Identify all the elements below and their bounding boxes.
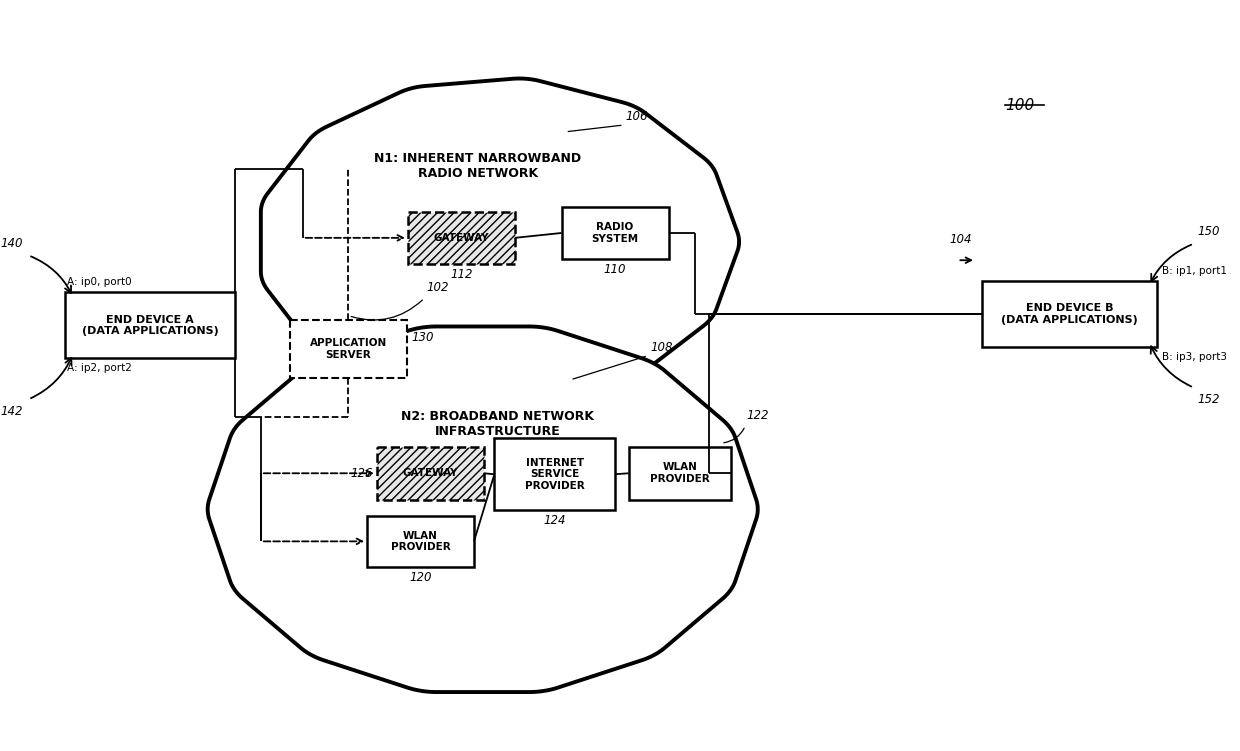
- FancyBboxPatch shape: [367, 516, 474, 567]
- Text: 104: 104: [950, 234, 972, 246]
- Text: 110: 110: [604, 263, 626, 276]
- FancyBboxPatch shape: [290, 320, 407, 378]
- FancyBboxPatch shape: [495, 439, 615, 510]
- Text: APPLICATION
SERVER: APPLICATION SERVER: [310, 338, 387, 360]
- Text: 112: 112: [450, 268, 472, 281]
- Text: WLAN
PROVIDER: WLAN PROVIDER: [391, 530, 450, 552]
- Text: 150: 150: [1198, 225, 1220, 238]
- Text: GATEWAY: GATEWAY: [403, 469, 458, 478]
- Text: 140: 140: [0, 237, 22, 249]
- Text: 102: 102: [427, 282, 449, 294]
- Text: 152: 152: [1198, 394, 1220, 406]
- Text: 100: 100: [1006, 98, 1034, 113]
- FancyBboxPatch shape: [562, 207, 668, 259]
- Text: END DEVICE A
(DATA APPLICATIONS): END DEVICE A (DATA APPLICATIONS): [82, 315, 218, 336]
- Text: N2: BROADBAND NETWORK
INFRASTRUCTURE: N2: BROADBAND NETWORK INFRASTRUCTURE: [401, 409, 594, 438]
- Text: 120: 120: [409, 571, 432, 584]
- Text: RADIO
SYSTEM: RADIO SYSTEM: [591, 222, 639, 244]
- Text: B: ip3, port3: B: ip3, port3: [1162, 351, 1226, 362]
- Text: A: ip0, port0: A: ip0, port0: [67, 277, 131, 288]
- Polygon shape: [207, 327, 758, 692]
- Text: 130: 130: [412, 330, 434, 343]
- Text: 142: 142: [0, 406, 22, 418]
- Text: A: ip2, port2: A: ip2, port2: [67, 363, 133, 373]
- Text: B: ip1, port1: B: ip1, port1: [1162, 266, 1226, 276]
- Polygon shape: [260, 79, 739, 405]
- Text: 124: 124: [543, 514, 565, 527]
- Text: 126: 126: [350, 467, 373, 480]
- Text: INTERNET
SERVICE
PROVIDER: INTERNET SERVICE PROVIDER: [525, 457, 584, 491]
- Text: N1: INHERENT NARROWBAND
RADIO NETWORK: N1: INHERENT NARROWBAND RADIO NETWORK: [374, 152, 582, 179]
- Text: WLAN
PROVIDER: WLAN PROVIDER: [650, 463, 709, 484]
- FancyBboxPatch shape: [982, 281, 1157, 347]
- Text: GATEWAY: GATEWAY: [434, 233, 489, 243]
- Text: 106: 106: [626, 110, 649, 123]
- Text: END DEVICE B
(DATA APPLICATIONS): END DEVICE B (DATA APPLICATIONS): [1001, 303, 1137, 324]
- FancyBboxPatch shape: [408, 212, 515, 264]
- Text: 122: 122: [746, 409, 769, 422]
- FancyBboxPatch shape: [66, 292, 234, 358]
- FancyBboxPatch shape: [377, 447, 484, 499]
- FancyBboxPatch shape: [629, 447, 730, 499]
- Text: 108: 108: [650, 341, 672, 354]
